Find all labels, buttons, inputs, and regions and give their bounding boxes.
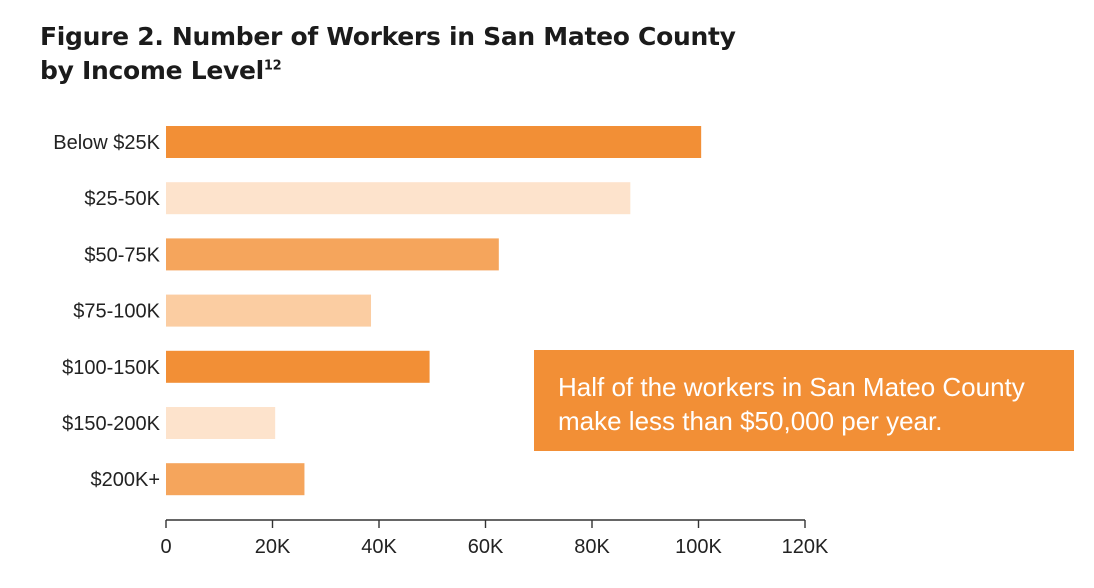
bar <box>166 238 499 271</box>
category-label: $50-75K <box>84 244 160 266</box>
x-tick-label: 100K <box>675 536 722 558</box>
bar <box>166 126 702 158</box>
bar <box>166 463 305 496</box>
category-label: $75-100K <box>73 301 160 323</box>
chart-title-line-2: by Income Level <box>40 56 264 85</box>
chart-title: Figure 2. Number of Workers in San Mateo… <box>40 20 736 88</box>
chart-title-line-1: Figure 2. Number of Workers in San Mateo… <box>40 22 736 51</box>
footnote-marker: 12 <box>263 58 282 74</box>
x-tick-label: 60K <box>468 536 504 558</box>
category-label: $25-50K <box>84 188 160 210</box>
category-label: $100-150K <box>62 357 161 379</box>
category-label: $200K+ <box>90 469 160 491</box>
category-label: $150-200K <box>62 413 161 435</box>
bar <box>166 407 276 439</box>
bar <box>166 182 631 215</box>
bar <box>166 294 372 327</box>
x-tick-label: 0 <box>160 536 171 558</box>
callout-box: Half of the workers in San Mateo County … <box>534 350 1074 451</box>
callout-line-2: make less than $50,000 per year. <box>558 406 943 436</box>
x-tick-label: 80K <box>574 536 610 558</box>
x-tick-label: 20K <box>255 536 291 558</box>
callout-line-1: Half of the workers in San Mateo County <box>558 372 1025 402</box>
category-label: Below $25K <box>53 132 160 154</box>
x-tick-label: 120K <box>782 536 829 558</box>
bar <box>166 350 430 383</box>
x-tick-label: 40K <box>361 536 397 558</box>
